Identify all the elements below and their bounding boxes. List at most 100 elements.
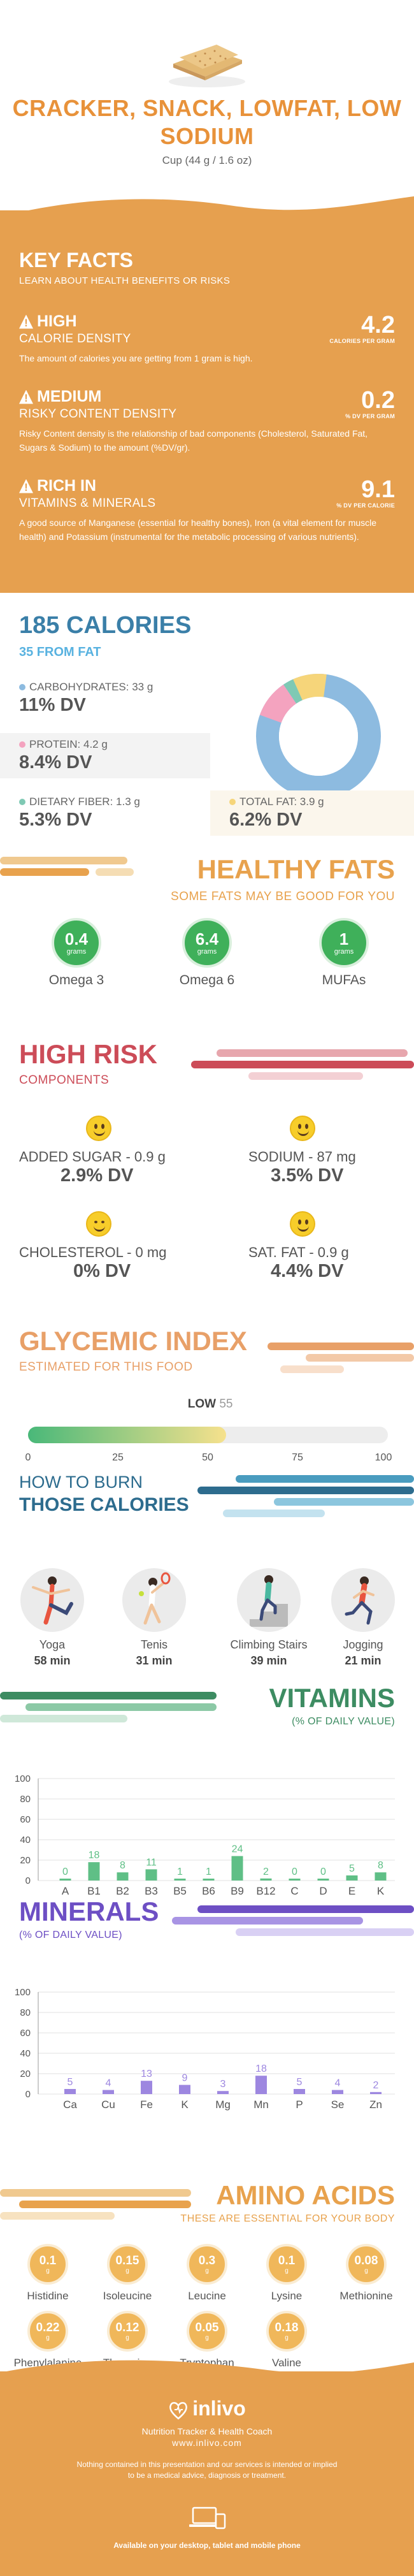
footer-disclaimer: Nothing contained in this presentation a… [76,2460,338,2480]
fact-description: The amount of calories you are getting f… [19,353,253,363]
y-tick-label: 100 [15,1987,31,1998]
activity-yoga: Yoga 58 min [8,1568,97,1668]
vitamin-category-label: K [377,1885,385,1897]
fat-omega6: 6.4 grams Omega 6 [166,918,248,988]
hero-section: CRACKER, SNACK, LOWFAT, LOW SODIUM Cup (… [0,0,414,217]
glycemic-index-section: GLYCEMIC INDEX ESTIMATED FOR THIS FOOD L… [0,1326,414,1473]
cracker-image [169,45,245,87]
serving-size: Cup (44 g / 1.6 oz) [162,154,252,166]
glycemic-tick: 100 [375,1452,392,1463]
fact-category: RISKY CONTENT DENSITY [19,407,177,421]
nutrient-dv: 11% DV [19,695,86,715]
legend-dot [19,799,25,805]
key-fact-calorie-density: ! HIGH CALORIE DENSITY The amount of calo… [19,312,395,365]
fat-mufas: 1 grams MUFAs [303,918,385,988]
footer-website-link[interactable]: www.inlivo.com [172,2438,242,2448]
vitamin-category-label: B6 [202,1885,215,1897]
vitamin-category-label: E [348,1885,355,1897]
decorative-stripes [197,1475,414,1517]
mineral-value-label: 4 [335,2078,341,2089]
fact-unit: % DV PER CALORIE [336,502,395,509]
fact-category: CALORIE DENSITY [19,332,131,346]
glycemic-level: LOW 55 [187,1397,233,1411]
y-tick-label: 40 [20,1835,31,1845]
decorative-stripes [268,1343,414,1373]
activity-climbing-stairs: Climbing Stairs 39 min [224,1568,313,1668]
mineral-bar-mg [217,2091,229,2094]
vitamin-bar-a [59,1879,71,1881]
vitamin-value-label: 2 [263,1867,269,1877]
mineral-bar-ca [64,2089,76,2094]
glycemic-tick: 75 [292,1452,303,1463]
vitamin-bar-b12 [260,1878,272,1881]
fat-omega3: 0.4 grams Omega 3 [35,918,118,988]
vitamins-bar-chart: 0204060801000A18B18B211B31B51B624B92B120… [15,1773,395,1897]
glycemic-title: GLYCEMIC INDEX [19,1326,247,1356]
legend-dot [229,799,236,805]
warning-icon: ! [19,479,33,493]
risk-sat-fat: SAT. FAT - 0.9 g 4.4% DV [248,1211,414,1282]
mineral-value-label: 2 [373,2080,379,2091]
legend-dot [19,684,25,690]
y-tick-label: 20 [20,1855,31,1866]
mineral-category-label: Zn [369,2099,382,2111]
risk-cholesterol: CHOLESTEROL - 0 mg 0% DV [19,1211,210,1282]
nutrient-dv: 8.4% DV [19,752,92,773]
high-risk-section: HIGH RISK COMPONENTS ADDED SUGAR - 0.9 g… [0,1039,414,1339]
stairs-icon [237,1568,301,1632]
y-tick-label: 60 [20,1814,31,1825]
mineral-bar-p [294,2089,305,2094]
vitamin-bar-d [317,1879,329,1881]
vitamin-category-label: B12 [256,1885,275,1897]
wave-divider [0,2360,414,2385]
amino-lysine: 0.1 g Lysine [248,2244,325,2303]
glycemic-bar-fill [28,1427,226,1443]
tennis-icon [122,1568,186,1632]
vitamin-category-label: B2 [116,1885,129,1897]
mineral-category-label: Mn [253,2099,269,2111]
vitamin-value-label: 11 [146,1857,157,1868]
fact-unit: CALORIES PER GRAM [329,338,395,344]
vitamins-section: VITAMINS (% OF DAILY VALUE) 0 20 40 60 80 100… [0,1683,414,1919]
amino-methionine: 0.08 g Methionine [328,2244,404,2303]
vitamin-bar-e [346,1875,358,1881]
vitamin-value-label: 18 [89,1850,100,1861]
risk-added-sugar: ADDED SUGAR - 0.9 g 2.9% DV [19,1116,210,1186]
amino-isoleucine: 0.15 g Isoleucine [89,2244,166,2303]
calories-subtitle: 35 FROM FAT [19,645,101,659]
amino-valine: 0.18 g Valine [248,2311,325,2369]
activity-tennis: Tenis 31 min [110,1568,199,1668]
vitamin-value-label: 0 [292,1867,297,1877]
mineral-bar-zn [370,2092,382,2094]
warning-icon: ! [19,389,33,404]
y-tick-label: 80 [20,1794,31,1805]
fact-value: 0.2 [361,387,395,414]
mineral-value-label: 4 [106,2078,111,2089]
food-title: CRACKER, SNACK, LOWFAT, LOW SODIUM [12,95,402,149]
vitamin-bar-b3 [145,1869,157,1881]
vitamin-value-label: 1 [206,1867,211,1877]
mineral-category-label: K [181,2099,189,2111]
wave-divider [0,196,414,229]
mineral-value-label: 5 [297,2077,303,2088]
vitamin-value-label: 8 [378,1860,383,1871]
mineral-bar-se [332,2090,343,2094]
vitamin-bar-b6 [203,1879,215,1881]
legend-dot [19,741,25,748]
minerals-subtitle: (% OF DAILY VALUE) [19,1930,122,1940]
footer-availability: Available on your desktop, tablet and mo… [113,2541,301,2550]
vitamin-value-label: 1 [177,1867,183,1877]
fact-unit: % DV PER GRAM [345,413,395,419]
vitamin-category-label: B1 [87,1885,101,1897]
smiley-icon [290,1116,315,1141]
amino-phenylalanine: 0.22 g Phenylalanine [10,2311,86,2369]
risk-sodium: SODIUM - 87 mg 3.5% DV [248,1116,414,1186]
mineral-value-label: 9 [182,2073,188,2084]
mineral-value-label: 3 [220,2079,226,2090]
amino-acids-subtitle: THESE ARE ESSENTIAL FOR YOUR BODY [180,2213,395,2224]
smiley-icon [86,1211,111,1237]
inlivo-logo[interactable]: inlivo [0,2397,414,2420]
key-fact-vitamins-minerals: ! RICH IN VITAMINS & MINERALS A good sour… [19,477,395,544]
y-tick-label: 40 [20,2048,31,2059]
high-risk-subtitle: COMPONENTS [19,1073,110,1087]
